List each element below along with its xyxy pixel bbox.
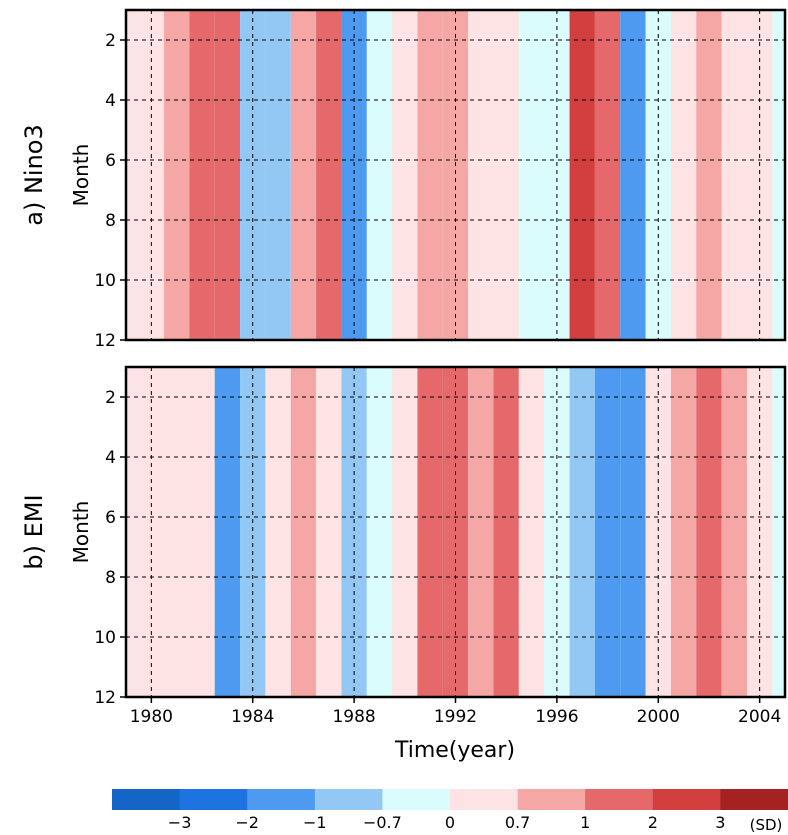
ytick-label-2: 2: [105, 31, 116, 51]
anomaly-band-1994: [493, 367, 519, 697]
panel-b-y-ticks: 2 4 6 8 10 12: [94, 388, 126, 708]
ytick-label-4: 4: [105, 91, 116, 111]
ytick-label-6: 6: [105, 151, 116, 171]
anomaly-band-1982: [189, 10, 215, 340]
anomaly-band-1989: [366, 10, 393, 340]
ytick-label-8: 8: [105, 211, 116, 231]
anomaly-band-1994: [493, 10, 519, 340]
colorbar-box-6: [517, 789, 586, 810]
panel-b-label: b) EMI: [20, 494, 48, 569]
anomaly-band-1989: [366, 367, 393, 697]
anomaly-band-1983: [214, 367, 241, 697]
anomaly-band-1999: [620, 367, 646, 697]
colorbar-label-3: −0.7: [363, 813, 402, 832]
ytick-label-4: 4: [105, 448, 116, 468]
panel-a-frame: [124, 8, 787, 342]
anomaly-band-1991: [417, 10, 443, 340]
ytick-label-12: 12: [94, 688, 116, 708]
anomaly-band-1983: [214, 10, 241, 340]
anomaly-band-1986: [290, 10, 317, 340]
colorbar-label-7: 2: [648, 813, 658, 832]
anomaly-band-2003: [721, 367, 747, 697]
panel-b-gridlines: [126, 367, 785, 697]
panel-a-label: a) Nino3: [20, 124, 48, 225]
anomaly-band-1995: [518, 367, 545, 697]
panel-b-x-ticks: 1980 1984 1988 1992 1996 2000 2004: [130, 697, 781, 727]
colorbar-label-8: 3: [715, 813, 725, 832]
panel-a-ylabel: Month: [69, 144, 93, 207]
anomaly-band-1991: [417, 367, 443, 697]
anomaly-band-1993: [468, 10, 494, 340]
ytick-label-10: 10: [94, 628, 116, 648]
anomaly-band-1995: [518, 10, 545, 340]
colorbar: −3 −2 −1 −0.7 0 0.7 1 2 3 (SD): [112, 789, 788, 834]
xtick-label-1992: 1992: [434, 707, 477, 727]
ytick-label-2: 2: [105, 388, 116, 408]
colorbar-box-1: [179, 789, 248, 810]
colorbar-label-6: 1: [580, 813, 590, 832]
colorbar-label-4: 0: [445, 813, 455, 832]
panel-a-anomaly-bands: [126, 10, 773, 340]
panel-a-y-ticks: 2 4 6 8 10 12: [94, 31, 126, 351]
xtick-label-2000: 2000: [637, 707, 680, 727]
panel-a: 2 4 6 8 10 12 Month a) Nino3: [20, 8, 787, 351]
ytick-label-10: 10: [94, 271, 116, 291]
anomaly-band-1982: [189, 367, 215, 697]
panel-b: 2 4 6 8 10 12 1980 1984 1988 1992 1996 2000 2004 Mo…: [20, 365, 787, 763]
anomaly-band-2002: [696, 10, 722, 340]
anomaly-band-1998: [594, 10, 621, 340]
anomaly-band-1998: [594, 367, 621, 697]
colorbar-label-1: −2: [235, 813, 259, 832]
anomaly-band-1987: [316, 367, 342, 697]
panel-a-gridlines: [126, 10, 785, 340]
anomaly-band-1981: [164, 367, 190, 697]
anomaly-band-1985: [265, 367, 291, 697]
colorbar-label-0: −3: [168, 813, 192, 832]
anomaly-band-1981: [164, 10, 190, 340]
colorbar-box-2: [247, 789, 316, 810]
anomaly-band-1979: [126, 367, 139, 697]
anomaly-band-1999: [620, 10, 646, 340]
colorbar-box-9: [720, 789, 788, 810]
x-axis-title: Time(year): [394, 738, 515, 763]
anomaly-band-1990: [392, 10, 418, 340]
panel-b-ylabel: Month: [69, 501, 93, 564]
ytick-label-8: 8: [105, 568, 116, 588]
anomaly-band-1987: [316, 10, 342, 340]
anomaly-band-2001: [670, 10, 697, 340]
anomaly-band-1986: [290, 367, 317, 697]
xtick-label-1996: 1996: [535, 707, 578, 727]
anomaly-band-1990: [392, 367, 418, 697]
anomaly-band-1997: [569, 367, 595, 697]
xtick-label-1988: 1988: [332, 707, 375, 727]
xtick-label-1984: 1984: [231, 707, 274, 727]
colorbar-box-7: [585, 789, 654, 810]
xtick-label-1980: 1980: [130, 707, 173, 727]
colorbar-label-5: 0.7: [505, 813, 530, 832]
xtick-label-2004: 2004: [738, 707, 781, 727]
anomaly-band-1993: [468, 367, 494, 697]
colorbar-boxes: [112, 789, 788, 810]
anomaly-band-2003: [721, 10, 747, 340]
anomaly-band-2001: [670, 367, 697, 697]
colorbar-box-3: [314, 789, 383, 810]
anomaly-band-1979: [126, 10, 139, 340]
colorbar-box-5: [450, 789, 519, 810]
colorbar-label-2: −1: [303, 813, 327, 832]
anomaly-band-1985: [265, 10, 291, 340]
colorbar-labels: −3 −2 −1 −0.7 0 0.7 1 2 3: [168, 813, 726, 832]
anomaly-band-2002: [696, 367, 722, 697]
panel-b-anomaly-bands: [126, 367, 773, 697]
colorbar-box-0: [112, 789, 181, 810]
colorbar-box-4: [382, 789, 451, 810]
colorbar-unit: (SD): [750, 816, 783, 834]
colorbar-box-8: [652, 789, 721, 810]
ytick-label-6: 6: [105, 508, 116, 528]
anomaly-band-1997: [569, 10, 595, 340]
ytick-label-12: 12: [94, 331, 116, 351]
